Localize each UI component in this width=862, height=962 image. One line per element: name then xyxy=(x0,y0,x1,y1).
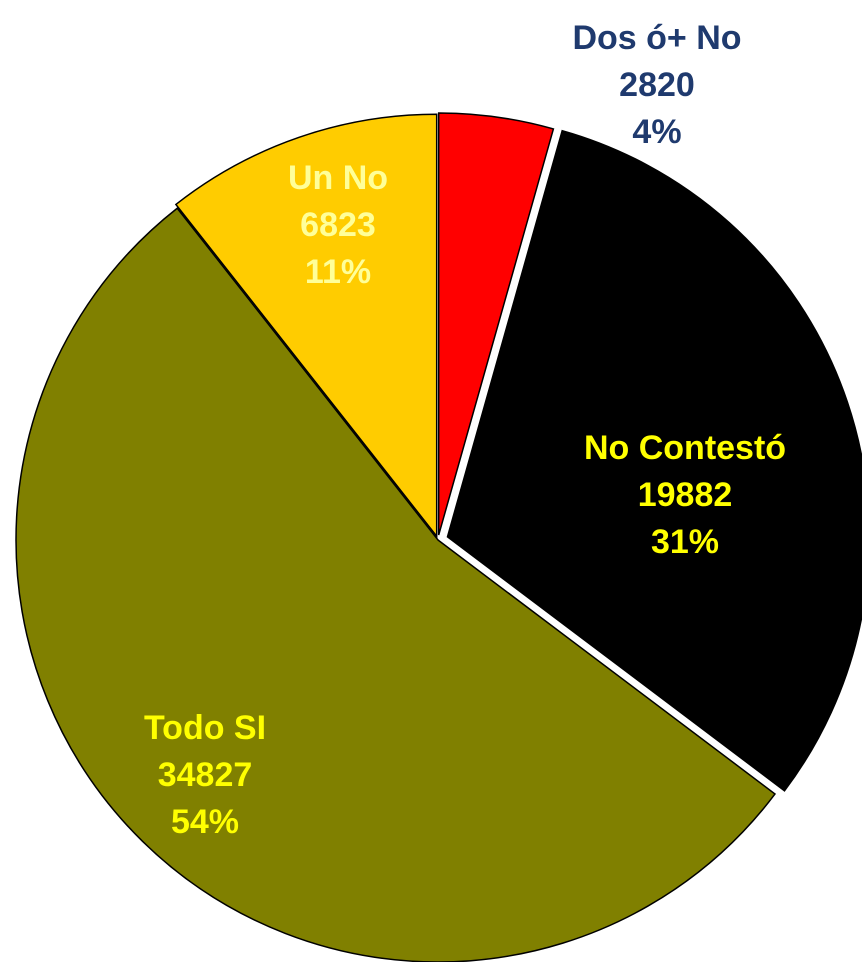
slice-label-value: 6823 xyxy=(300,206,376,244)
slice-label-name: Un No xyxy=(288,159,388,197)
slice-label-name: Todo SI xyxy=(144,709,266,747)
pie-slice xyxy=(446,129,862,792)
pie-slice xyxy=(437,112,555,536)
slice-label-value: 34827 xyxy=(158,756,253,794)
slice-label-name: No Contestó xyxy=(584,429,786,467)
slice-label-name: Dos ó+ No xyxy=(572,19,741,57)
slice-label-percent: 11% xyxy=(305,253,371,291)
slice-label-percent: 54% xyxy=(171,803,239,841)
slice-label-percent: 4% xyxy=(632,113,681,151)
slice-label-percent: 31% xyxy=(651,523,719,561)
pie-slice xyxy=(174,113,438,539)
pie-slice xyxy=(15,207,777,962)
slice-label-value: 19882 xyxy=(638,476,733,514)
slice-label-value: 2820 xyxy=(619,66,695,104)
